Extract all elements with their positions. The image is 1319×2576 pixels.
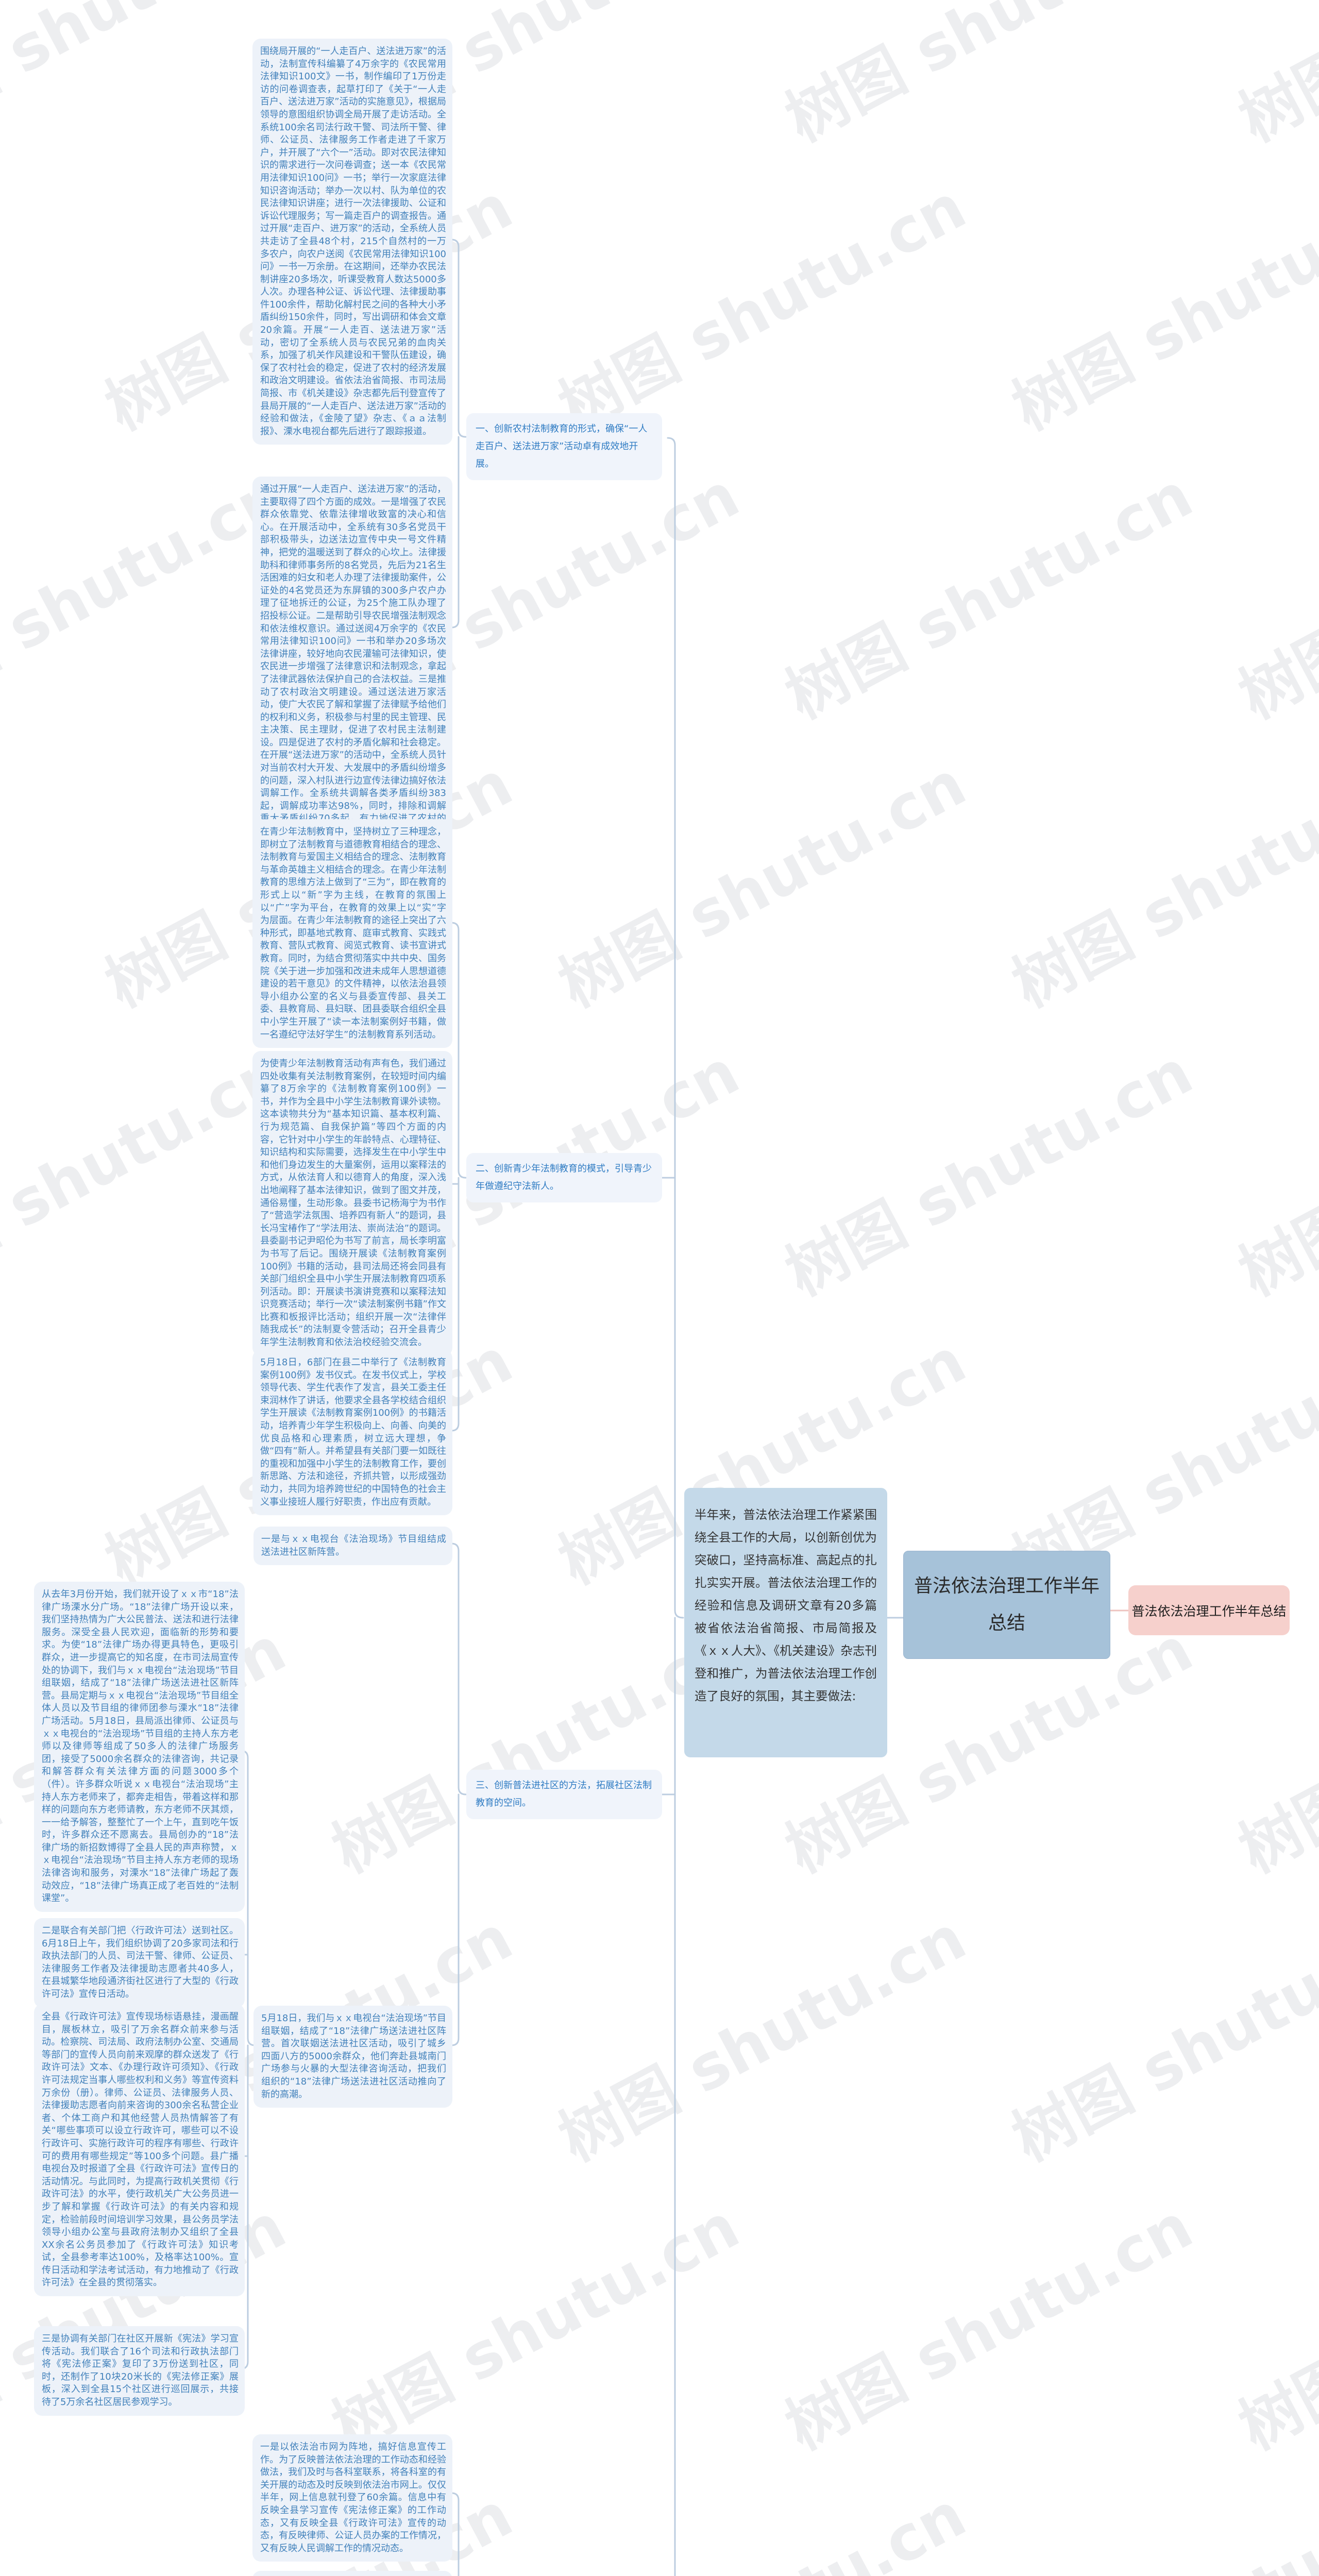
watermark-text: 树图 shutu.cn [774,459,1204,733]
watermark-text: 树图 shutu.cn [548,748,977,1022]
watermark-text: 树图 shutu.cn [994,2466,1319,2576]
branch-label-3[interactable]: 三、创新普法进社区的方法，拓展社区法制教育的空间。 [466,1770,662,1819]
watermark-text: 树图 shutu.cn [1001,1902,1319,2176]
watermark-text: 树图 shutu.cn [1001,748,1319,1022]
watermark-text: 树图 shutu.cn [1228,2191,1319,2464]
watermark-text: 树图 shutu.cn [548,171,977,445]
note-law-plaza[interactable]: 从去年3月份开始，我们就开设了ｘｘ市“18”法律广场溧水分广场。“18”法律广场… [34,1582,245,1912]
note-license-law-day[interactable]: 全县《行政许可法》宣传现场标语悬挂，漫画醒目，展板林立，吸引了万余名群众前来参与… [34,2004,245,2297]
watermark-text: 树图 shutu.cn [1228,460,1319,733]
note-license-law[interactable]: 二是联合有关部门把〈行政许可法〉送到社区。6月18日上午，我们组织协调了20多家… [34,1918,245,2008]
brace-branch4 [450,2492,460,2576]
brace-branch1 [450,239,467,629]
watermark-text: 树图 shutu.cn [541,2466,978,2576]
branch-label-2[interactable]: 二、创新青少年法制教育的模式，引导青少年做遵纪守法新人。 [466,1153,662,1202]
root-node[interactable]: 普法依法治理工作半年总结 [1128,1585,1290,1635]
watermark-text: 树图 shutu.cn [321,2190,751,2464]
central-topic[interactable]: 普法依法治理工作半年总结 [903,1551,1110,1659]
note-youth-casebook[interactable]: 为使青少年法制教育活动有声有色，我们通过四处收集有关法制教育案例，在较短时间内编… [252,1051,452,1356]
note-youth-concepts[interactable]: 在青少年法制教育中，坚持树立了三种理念，即树立了法制教育与道德教育相结合的理念、… [252,819,452,1048]
watermark-text: 树图 shutu.cn [774,0,1204,156]
note-community-518[interactable]: 5月18日，我们与ｘｘ电视台“法治现场”节目组联姻，结成了“18”法律广场送法进… [253,2006,452,2108]
watermark-text: 树图 shutu.cn [774,1036,1204,1310]
note-rural-activity[interactable]: 围绕局开展的“一人走百户、送法进万家”的活动，法制宣传科编纂了4万余字的《农民常… [252,39,452,445]
brace-trunk [661,437,684,2576]
brace-branch3 [450,1543,467,2046]
watermark-text: 树图 shutu.cn [774,2190,1204,2464]
watermark-text: 树图 shutu.cn [548,1902,977,2176]
note-community-tv-heading[interactable]: 一是与ｘｘ电视台《法治现场》节目组结成送法进社区新阵营。 [253,1527,452,1566]
brace-branch2 [450,922,467,1432]
intro-note[interactable]: 半年来，普法依法治理工作紧紧围绕全县工作的大局，以创新创优为突破口，坚持高标准、… [684,1488,887,1757]
note-youth-ceremony[interactable]: 5月18日，6部门在县二中举行了《法制教育案例100例》发书仪式。在发书仪式上，… [252,1350,452,1516]
watermark-text: 树图 shutu.cn [1001,171,1319,445]
note-web-platform[interactable]: 一是以依法治市网为阵地，搞好信息宣传工作。为了反映普法依法治理的工作动态和经验做… [252,2434,452,2562]
note-rural-results[interactable]: 通过开展“一人走百户、送法进万家”的活动，主要取得了四个方面的成效。一是增强了农… [252,477,452,845]
watermark-text: 树图 shutu.cn [1228,1614,1319,1887]
note-constitution[interactable]: 三是协调有关部门在社区开展新《宪法》学习宣传活动。我们联合了16个司法和行政执法… [34,2326,245,2416]
watermark-text: 树图 shutu.cn [1228,1037,1319,1310]
note-bulletin[interactable]: 二是以市局简报、依法治市简报为阵地，搞好普法依法治理的宣传工作。上半年来，我们总… [252,2571,452,2576]
watermark-text: 树图 shutu.cn [1228,0,1319,156]
branch-label-1[interactable]: 一、创新农村法制教育的形式，确保“一人走百户、送法进万家”活动卓有成效地开展。 [466,413,662,480]
